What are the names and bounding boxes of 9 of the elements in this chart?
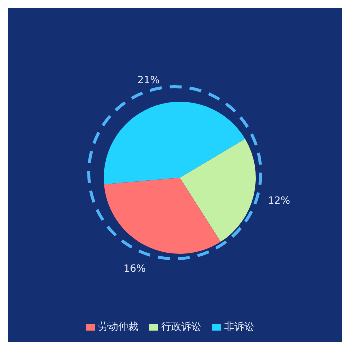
pie-slice	[104, 178, 221, 254]
data-label: 21%	[138, 75, 160, 86]
legend-label: 行政诉讼	[162, 322, 202, 333]
pie-slice	[180, 139, 256, 242]
pie-slice	[104, 102, 246, 185]
data-label: 12%	[268, 196, 290, 208]
data-label: 16%	[124, 264, 146, 275]
legend-label: 劳动仲裁	[98, 322, 138, 333]
legend-label: 非诉讼	[224, 322, 254, 333]
